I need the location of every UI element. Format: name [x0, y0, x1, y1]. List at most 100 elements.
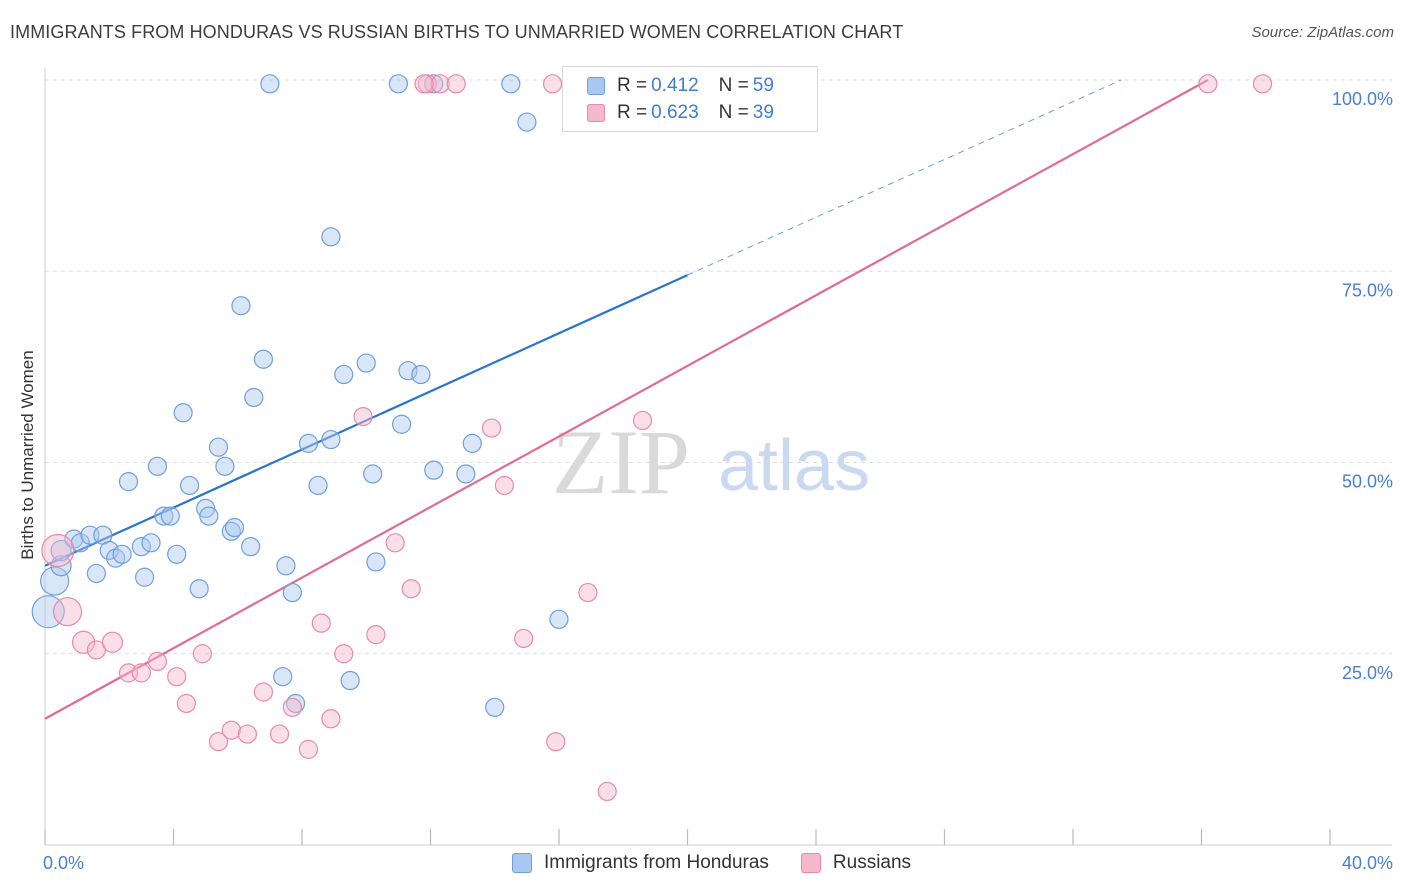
data-point	[41, 533, 75, 568]
chart-title: IMMIGRANTS FROM HONDURAS VS RUSSIAN BIRT…	[10, 22, 904, 42]
data-point	[424, 74, 444, 94]
r-value-russians: 0.623	[651, 102, 699, 123]
data-point	[366, 625, 386, 645]
data-point	[52, 597, 83, 627]
data-point	[340, 670, 360, 691]
y-tick-label-50: 50.0%	[1342, 472, 1393, 492]
data-point	[311, 613, 331, 633]
data-point	[462, 433, 482, 453]
data-point	[273, 667, 293, 687]
data-point	[208, 732, 229, 752]
data-point	[308, 475, 328, 496]
data-point	[269, 724, 290, 744]
data-point	[282, 582, 302, 603]
y-tick-label-25: 25.0%	[1342, 663, 1393, 683]
data-point	[481, 418, 502, 438]
data-point	[411, 364, 431, 385]
source-label: Source: ZipAtlas.com	[1251, 24, 1394, 41]
legend-item-honduras[interactable]: Immigrants from Honduras	[512, 852, 769, 874]
series-legend: Immigrants from Honduras Russians	[512, 852, 943, 874]
data-point	[298, 739, 319, 759]
data-point	[321, 709, 341, 729]
data-point	[112, 544, 132, 564]
data-point	[321, 227, 341, 247]
trend-line-russians	[44, 79, 1209, 720]
data-point	[260, 74, 280, 94]
data-point	[147, 456, 168, 476]
data-point	[179, 475, 200, 496]
data-point	[131, 537, 151, 557]
data-point	[99, 540, 119, 561]
y-tick-labels: 25.0% 50.0% 75.0% 100.0%	[1332, 89, 1393, 683]
data-point	[430, 74, 450, 94]
r-label: R =	[617, 75, 648, 96]
data-point	[517, 112, 537, 132]
data-point	[154, 506, 174, 526]
data-point	[542, 74, 563, 94]
data-point	[231, 296, 251, 316]
data-point	[398, 361, 418, 381]
data-point	[414, 74, 434, 94]
data-point	[578, 582, 598, 603]
data-point	[597, 781, 617, 802]
data-point	[199, 506, 219, 526]
watermark: ZIP atlas	[552, 411, 870, 513]
data-point	[208, 437, 229, 457]
data-point	[501, 74, 521, 94]
x-tick-labels: 0.0% 40.0%	[43, 853, 1393, 873]
data-point	[321, 429, 341, 450]
data-point	[253, 349, 274, 369]
data-point	[363, 464, 383, 484]
axes	[44, 68, 1392, 846]
data-point	[173, 403, 193, 423]
data-point	[424, 460, 444, 480]
series-russians	[41, 74, 1273, 802]
data-point	[189, 579, 209, 599]
n-value-honduras: 59	[752, 75, 774, 96]
data-point	[215, 456, 235, 476]
y-tick-label-75: 75.0%	[1342, 280, 1393, 300]
data-point	[147, 651, 168, 672]
x-tick-label-max: 40.0%	[1342, 853, 1393, 873]
data-point	[50, 539, 72, 562]
data-point	[334, 364, 354, 385]
data-point	[514, 628, 534, 649]
legend-swatch-honduras	[512, 853, 532, 873]
data-point	[366, 552, 386, 572]
data-point	[101, 631, 124, 653]
n-label: N =	[718, 102, 749, 123]
data-point	[388, 74, 408, 94]
data-point	[131, 663, 151, 683]
data-point	[167, 544, 187, 564]
data-point	[549, 609, 569, 629]
x-tick-label-min: 0.0%	[43, 853, 84, 873]
gridlines	[45, 79, 1392, 655]
data-point	[224, 517, 245, 538]
data-point	[118, 472, 139, 492]
data-point	[141, 533, 161, 553]
data-point	[385, 533, 405, 553]
data-point	[1252, 74, 1273, 94]
data-point	[298, 433, 319, 453]
legend-item-russians[interactable]: Russians	[800, 852, 912, 874]
data-point	[456, 464, 476, 484]
data-point	[391, 414, 412, 434]
legend-row-russians: R = 0.623 N = 39	[587, 100, 774, 126]
data-point	[244, 387, 264, 408]
legend-swatch-russians	[800, 853, 821, 873]
series-honduras	[31, 74, 569, 717]
n-value-russians: 39	[752, 102, 774, 123]
data-point	[86, 563, 107, 584]
r-value-honduras: 0.412	[651, 75, 699, 96]
data-point	[494, 475, 514, 496]
legend-label-honduras: Immigrants from Honduras	[544, 852, 769, 873]
data-point	[446, 74, 466, 94]
data-point	[401, 579, 421, 599]
legend-label-russians: Russians	[832, 852, 912, 873]
data-point	[40, 566, 70, 596]
trend-line-honduras-extension	[687, 79, 1122, 276]
legend-swatch-honduras	[587, 77, 605, 95]
watermark-atlas: atlas	[718, 426, 870, 506]
legend-row-honduras: R = 0.412 N = 59	[587, 73, 774, 99]
